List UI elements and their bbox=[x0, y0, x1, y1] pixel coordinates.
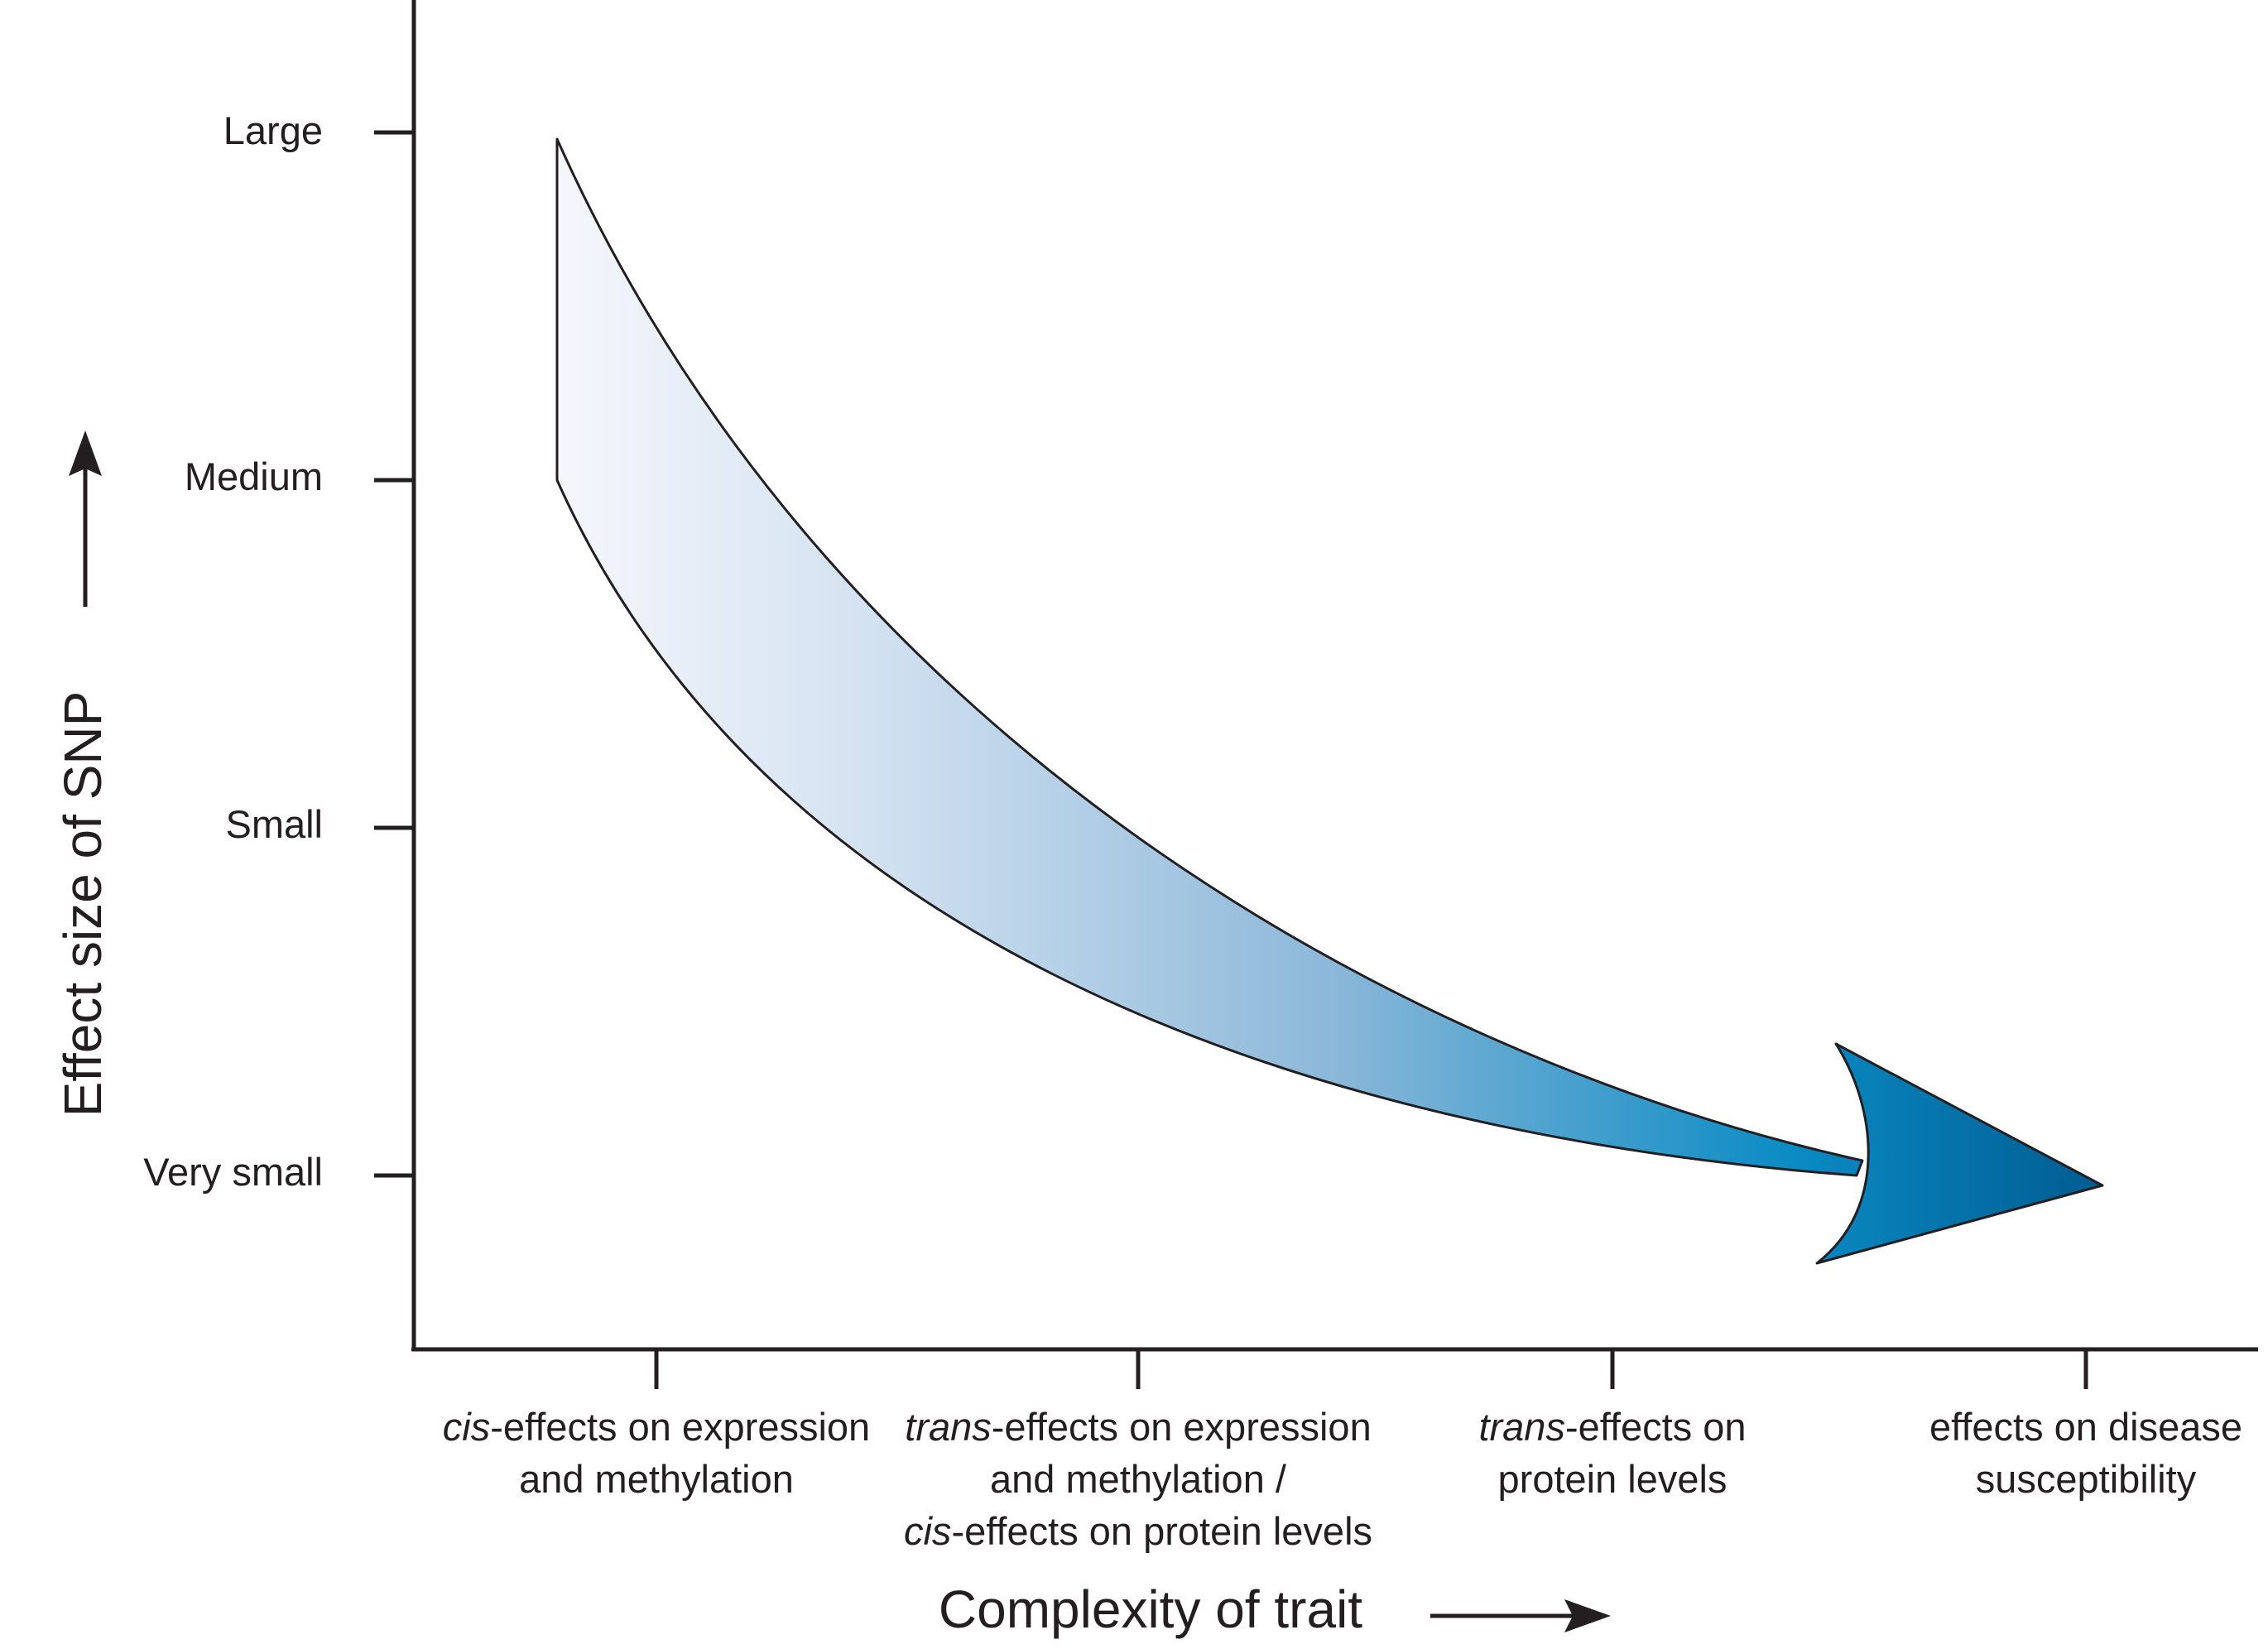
x-tick-label-line: trans-effects on expression bbox=[882, 1401, 1395, 1453]
x-tick-label-text: -effects on protein levels bbox=[951, 1509, 1373, 1553]
y-tick-label-large: Large bbox=[223, 108, 323, 152]
x-tick-label-text: -effects on expression bbox=[991, 1405, 1372, 1449]
x-tick-label-line: and methylation bbox=[400, 1453, 913, 1505]
x-tick-label-2: trans-effects on expression and methylati… bbox=[882, 1401, 1395, 1557]
x-tick-label-italic: cis bbox=[903, 1509, 952, 1553]
x-tick-label-italic: trans bbox=[1478, 1405, 1565, 1449]
x-tick-label-text: effects on disease bbox=[1929, 1405, 2242, 1449]
x-tick-label-italic: cis bbox=[442, 1405, 491, 1449]
x-tick-label-3: trans-effects on protein levels bbox=[1356, 1401, 1869, 1505]
y-tick-label-medium: Medium bbox=[184, 454, 323, 498]
x-tick-label-line: cis-effects on protein levels bbox=[882, 1505, 1395, 1557]
x-direction-arrow-icon bbox=[1564, 1599, 1611, 1632]
x-tick-label-line: protein levels bbox=[1356, 1453, 1869, 1505]
x-tick-label-line: susceptibility bbox=[1829, 1453, 2268, 1505]
x-tick-label-line: and methylation / bbox=[882, 1453, 1395, 1505]
x-tick-label-text: -effects on bbox=[1564, 1405, 1747, 1449]
x-axis-title: Complexity of trait bbox=[938, 1579, 1363, 1639]
y-tick-label-small: Small bbox=[225, 802, 323, 846]
x-tick-label-text: protein levels bbox=[1497, 1457, 1727, 1501]
x-tick-label-text: and methylation / bbox=[990, 1457, 1286, 1501]
x-tick-label-line: trans-effects on bbox=[1356, 1401, 1869, 1453]
x-tick-label-text: susceptibility bbox=[1975, 1457, 2197, 1501]
x-tick-label-line: cis-effects on expression bbox=[400, 1401, 913, 1453]
x-tick-label-line: effects on disease bbox=[1829, 1401, 2268, 1453]
y-tick-label-very-small: Very small bbox=[143, 1150, 323, 1194]
y-axis-title: Effect size of SNP bbox=[53, 690, 113, 1118]
trend-band bbox=[555, 137, 1864, 1177]
x-tick-label-4: effects on disease susceptibility bbox=[1829, 1401, 2268, 1505]
x-tick-label-italic: trans bbox=[905, 1405, 992, 1449]
x-tick-label-text: -effects on expression bbox=[490, 1405, 871, 1449]
x-tick-label-1: cis-effects on expression and methylation bbox=[400, 1401, 913, 1505]
y-direction-arrow-icon bbox=[69, 430, 102, 476]
trend-arrowhead bbox=[1815, 1042, 2104, 1265]
x-tick-label-text: and methylation bbox=[519, 1457, 794, 1501]
